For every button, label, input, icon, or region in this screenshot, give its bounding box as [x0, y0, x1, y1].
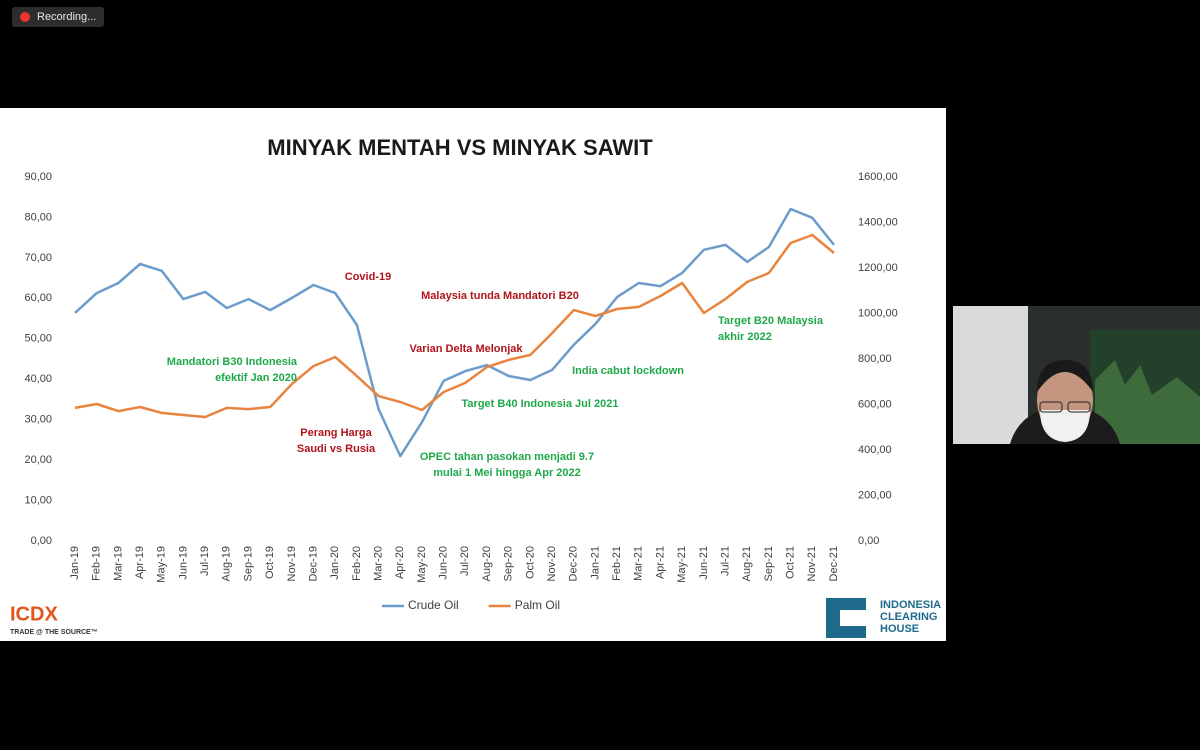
x-tick-label: Mar-21	[633, 546, 645, 581]
x-tick-label: Apr-19	[134, 546, 146, 579]
x-tick-label: Mar-19	[112, 546, 124, 581]
y-tick-label: 80,00	[24, 211, 52, 223]
webcam-tile	[953, 306, 1200, 444]
x-tick-label: Sep-20	[503, 546, 515, 581]
x-tick-label: Feb-20	[351, 546, 363, 581]
y-tick-label: 20,00	[24, 454, 52, 466]
annotation: Target B40 Indonesia Jul 2021	[462, 398, 619, 410]
x-tick-label: May-21	[676, 546, 688, 583]
annotation: akhir 2022	[718, 331, 772, 343]
legend-label: Crude Oil	[408, 598, 459, 612]
logo-right-mark	[826, 598, 866, 638]
annotation: Target B20 Malaysia	[718, 315, 824, 327]
annotation: Saudi vs Rusia	[297, 443, 376, 455]
x-tick-label: Aug-21	[741, 546, 753, 581]
x-tick-label: Feb-21	[611, 546, 623, 581]
logo-left-tagline: TRADE @ THE SOURCE™	[10, 629, 98, 636]
y2-tick-label: 200,00	[858, 489, 892, 501]
x-tick-label: Jan-20	[329, 546, 341, 580]
annotation: Mandatori B30 Indonesia	[167, 356, 298, 368]
x-tick-label: Apr-20	[394, 546, 406, 579]
y-tick-label: 70,00	[24, 252, 52, 264]
x-tick-label: May-19	[156, 546, 168, 583]
x-tick-label: Oct-21	[785, 546, 797, 579]
logo-right-line: INDONESIA	[880, 599, 941, 611]
y-tick-label: 50,00	[24, 333, 52, 345]
y2-tick-label: 800,00	[858, 353, 892, 365]
x-tick-label: Jul-21	[719, 546, 731, 576]
x-tick-label: May-20	[416, 546, 428, 583]
x-tick-label: Nov-21	[806, 546, 818, 581]
y-tick-label: 10,00	[24, 494, 52, 506]
y-tick-label: 90,00	[24, 171, 52, 183]
x-tick-label: Oct-20	[524, 546, 536, 579]
x-tick-label: Jul-19	[199, 546, 211, 576]
x-tick-label: Aug-20	[481, 546, 493, 581]
data-line	[74, 207, 835, 458]
y2-tick-label: 1200,00	[858, 262, 898, 274]
x-tick-label: Nov-20	[546, 546, 558, 581]
x-tick-label: Jan-21	[589, 546, 601, 580]
recording-icon	[20, 12, 30, 22]
logo-right-line: HOUSE	[880, 623, 919, 635]
annotation: India cabut lockdown	[572, 365, 684, 377]
y2-tick-label: 1400,00	[858, 216, 898, 228]
annotation: Malaysia tunda Mandatori B20	[421, 290, 579, 302]
annotation: Perang Harga	[300, 427, 372, 439]
logo-left: ICDX	[10, 603, 58, 625]
annotation: efektif Jan 2020	[215, 372, 297, 384]
y2-tick-label: 1000,00	[858, 307, 898, 319]
x-tick-label: Oct-19	[264, 546, 276, 579]
y-tick-label: 0,00	[31, 535, 52, 547]
recording-label: Recording...	[37, 11, 96, 23]
legend-label: Palm Oil	[515, 598, 560, 612]
x-tick-label: Nov-19	[286, 546, 298, 581]
recording-indicator[interactable]	[12, 7, 104, 27]
x-tick-label: Sep-19	[242, 546, 254, 581]
x-tick-label: Jan-19	[69, 546, 81, 580]
data-line	[74, 233, 835, 419]
x-tick-label: Jun-19	[177, 546, 189, 580]
annotation: OPEC tahan pasokan menjadi 9.7	[420, 451, 594, 463]
y-tick-label: 60,00	[24, 292, 52, 304]
y-tick-label: 30,00	[24, 414, 52, 426]
y2-tick-label: 1600,00	[858, 171, 898, 183]
x-tick-label: Sep-21	[763, 546, 775, 581]
x-tick-label: Dec-21	[828, 546, 840, 581]
logo-right-line: CLEARING	[880, 611, 937, 623]
x-tick-label: Dec-20	[568, 546, 580, 581]
y2-tick-label: 0,00	[858, 535, 879, 547]
x-tick-label: Jun-20	[438, 546, 450, 580]
y2-tick-label: 400,00	[858, 444, 892, 456]
slide	[0, 108, 946, 641]
x-tick-label: Apr-21	[654, 546, 666, 579]
annotation: Varian Delta Melonjak	[409, 343, 523, 355]
y2-tick-label: 600,00	[858, 398, 892, 410]
chart-title: MINYAK MENTAH VS MINYAK SAWIT	[267, 135, 653, 160]
x-tick-label: Jun-21	[698, 546, 710, 580]
annotation: Covid-19	[345, 271, 391, 283]
annotation: mulai 1 Mei hingga Apr 2022	[433, 467, 581, 479]
x-tick-label: Dec-19	[307, 546, 319, 581]
x-tick-label: Feb-19	[91, 546, 103, 581]
x-tick-label: Jul-20	[459, 546, 471, 576]
x-tick-label: Mar-20	[373, 546, 385, 581]
y-tick-label: 40,00	[24, 373, 52, 385]
x-tick-label: Aug-19	[221, 546, 233, 581]
